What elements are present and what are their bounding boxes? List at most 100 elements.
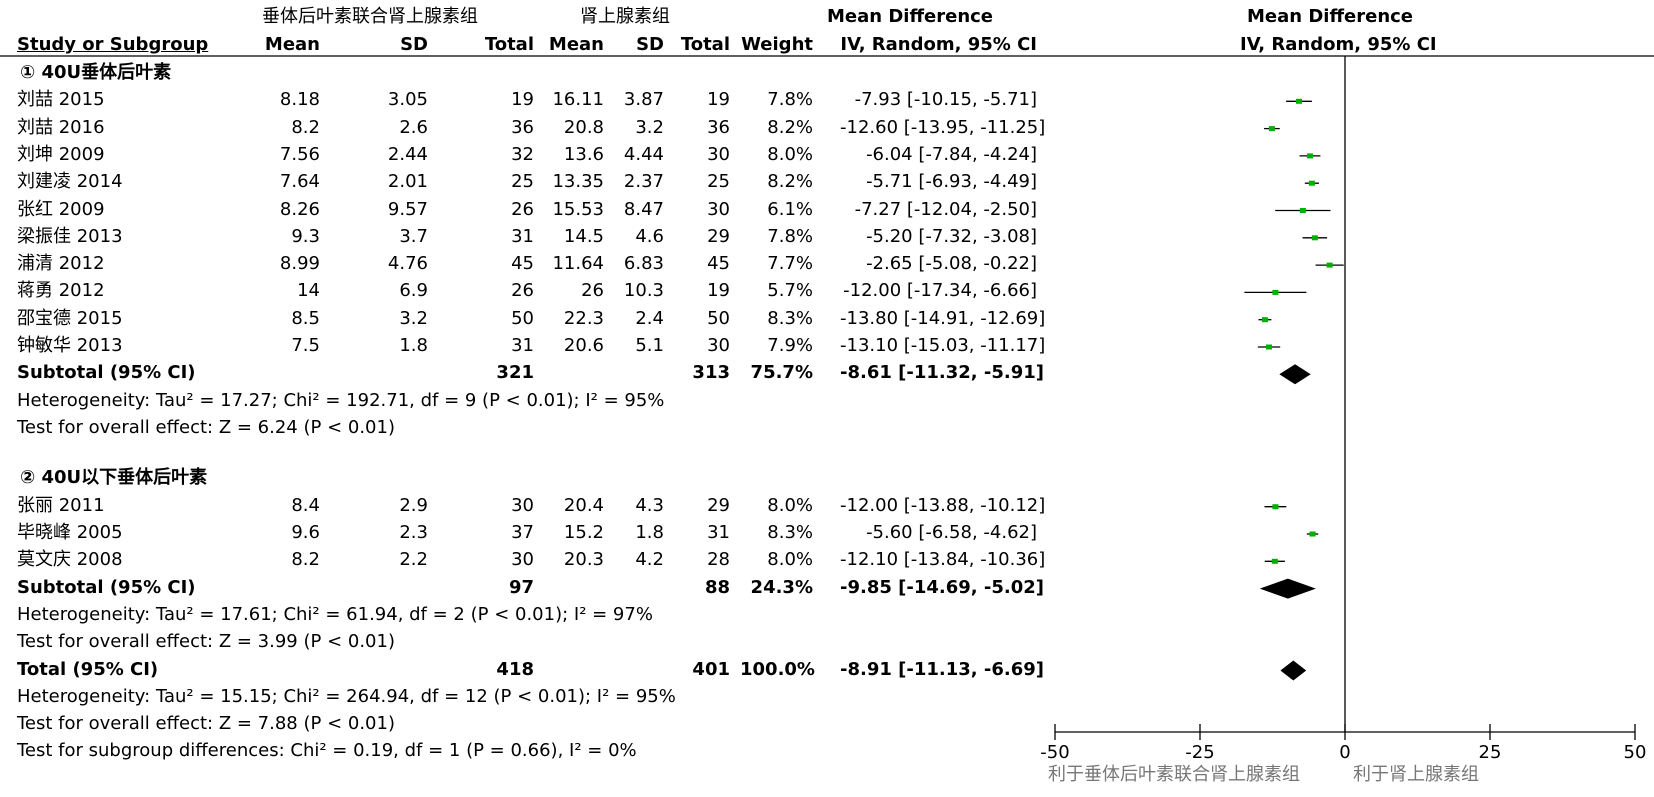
mean2-cell: 16.11 [552,89,604,111]
subtotal-label: Subtotal (95% CI) [17,362,196,384]
study-marker [1261,317,1268,323]
sd2-cell: 8.47 [623,198,664,220]
mean2-cell: 20.3 [563,549,604,571]
study-marker [1268,126,1275,132]
total1-cell: 36 [511,116,534,138]
subtotal-total1: 418 [496,658,534,680]
sd1-cell: 1.8 [399,335,428,356]
subtotal-label: Total (95% CI) [17,658,159,680]
sd1-cell: 2.3 [399,522,428,543]
x-tick-label: 25 [1479,742,1502,763]
x-tick-label: 0 [1339,742,1350,763]
ci-cell: -7.93 [-10.15, -5.71] [854,89,1037,111]
study-name: 张丽 2011 [17,494,105,516]
favours-right-label: 利于肾上腺素组 [1353,764,1479,785]
mean1-cell: 8.26 [279,198,320,220]
subtotal-total1: 97 [508,576,534,598]
weight-cell: 8.0% [767,143,813,165]
total2-cell: 19 [707,280,730,302]
md-title-left: Mean Difference [826,6,994,27]
ci-cell: -5.71 [-6.93, -4.49] [866,171,1037,193]
total1-cell: 26 [511,280,534,302]
overall-effect-text: Test for overall effect: Z = 6.24 (P < 0… [17,416,395,438]
weight-cell: 6.1% [767,198,813,220]
total1-cell: 45 [511,253,534,275]
study-marker [1296,98,1303,104]
sd1-cell: 2.2 [399,549,428,571]
subtotal-total2: 313 [692,362,730,384]
subgroup-title: ① 40U垂体后叶素 [20,62,172,83]
weight-cell: 8.3% [767,522,813,543]
study-name: 梁振佳 2013 [17,225,123,247]
col-weight: Weight [741,34,813,55]
mean1-cell: 8.99 [279,253,320,275]
sd2-cell: 5.1 [635,335,664,356]
mean1-cell: 8.4 [291,494,320,516]
total2-cell: 30 [707,143,730,165]
col-ci-right: IV, Random, 95% CI [1240,34,1437,55]
ci-cell: -5.20 [-7.32, -3.08] [866,225,1037,247]
total-overall-effect-text: Test for overall effect: Z = 7.88 (P < 0… [17,713,395,735]
subtotal-label: Subtotal (95% CI) [17,576,196,598]
mean1-cell: 7.56 [279,143,320,165]
ci-cell: -12.10 [-13.84, -10.36] [840,549,1046,571]
col-total2: Total [680,34,730,55]
sd2-cell: 3.87 [623,89,664,111]
md-title-right: Mean Difference [1246,6,1414,27]
mean2-cell: 20.6 [563,335,604,356]
overall-effect-text: Test for overall effect: Z = 3.99 (P < 0… [17,631,395,653]
subtotal-ci: -8.91 [-11.13, -6.69] [840,658,1044,680]
weight-cell: 8.2% [767,171,813,193]
sd2-cell: 4.2 [635,549,664,571]
study-name: 刘建凌 2014 [17,171,123,193]
study-marker [1271,558,1278,564]
study-name: 张红 2009 [17,198,105,220]
sd1-cell: 2.6 [399,116,428,138]
subtotal-total2: 401 [692,658,730,680]
sd1-cell: 2.01 [387,171,428,193]
sd1-cell: 9.57 [387,198,428,220]
mean2-cell: 13.6 [563,143,604,165]
weight-cell: 8.2% [767,116,813,138]
sd2-cell: 6.83 [623,253,664,275]
mean2-cell: 15.53 [552,198,604,220]
total2-cell: 30 [707,198,730,220]
total1-cell: 37 [511,522,534,543]
col-sd2: SD [636,34,664,55]
study-marker [1272,289,1279,295]
total1-cell: 25 [511,171,534,193]
total1-cell: 30 [511,494,534,516]
subtotal-ci: -9.85 [-14.69, -5.02] [840,576,1044,598]
study-marker [1308,180,1315,186]
mean1-cell: 9.6 [291,522,320,543]
sd1-cell: 6.9 [399,280,428,302]
mean1-cell: 14 [297,280,320,302]
group2-title: 肾上腺素组 [580,6,670,27]
study-name: 莫文庆 2008 [17,549,123,571]
subtotal-total2: 88 [704,576,730,598]
sd2-cell: 4.6 [635,225,664,247]
ci-cell: -5.60 [-6.58, -4.62] [866,522,1037,543]
ci-cell: -12.60 [-13.95, -11.25] [840,116,1046,138]
weight-cell: 7.9% [767,335,813,356]
study-name: 钟敏华 2013 [17,335,123,356]
subgroup-title: ② 40U以下垂体后叶素 [20,467,208,489]
ci-cell: -6.04 [-7.84, -4.24] [866,143,1037,165]
mean2-cell: 26 [581,280,604,302]
mean2-cell: 11.64 [552,253,604,275]
total2-cell: 25 [707,171,730,193]
subtotal-total1: 321 [496,362,534,384]
mean1-cell: 8.2 [291,549,320,571]
mean1-cell: 7.5 [291,335,320,356]
total1-cell: 32 [511,143,534,165]
sd2-cell: 3.2 [635,116,664,138]
x-tick-label: -25 [1185,742,1214,763]
mean1-cell: 9.3 [291,225,320,247]
study-name: 蒋勇 2012 [17,280,105,302]
study-marker [1266,344,1273,350]
col-sd1: SD [400,34,428,55]
sd2-cell: 4.3 [635,494,664,516]
mean1-cell: 8.2 [291,116,320,138]
ci-cell: -12.00 [-13.88, -10.12] [840,494,1046,516]
